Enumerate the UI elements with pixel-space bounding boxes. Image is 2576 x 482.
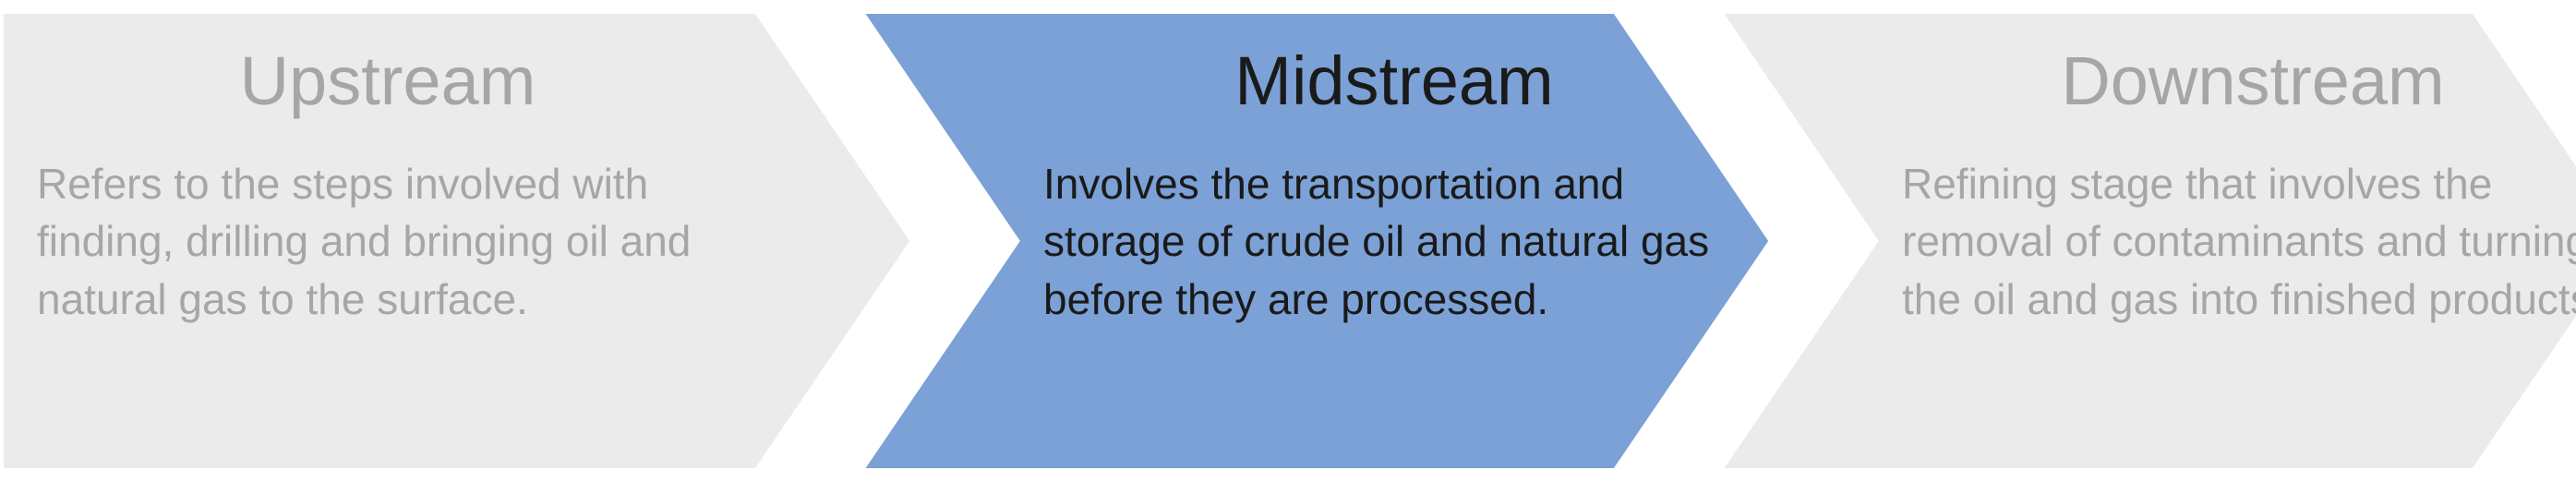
chevron-title-downstream: Downstream xyxy=(1902,43,2576,118)
chevron-desc-upstream: Refers to the steps involved with findin… xyxy=(37,155,739,327)
process-flow-diagram: Upstream Refers to the steps involved wit… xyxy=(0,0,2576,482)
chevron-content-upstream: Upstream Refers to the steps involved wit… xyxy=(37,10,739,472)
chevron-desc-downstream: Refining stage that involves the removal… xyxy=(1902,155,2576,327)
chevron-content-midstream: Midstream Involves the transportation and… xyxy=(1043,10,1745,472)
chevron-midstream: Midstream Involves the transportation and… xyxy=(859,10,1773,472)
chevron-content-downstream: Downstream Refining stage that involves t… xyxy=(1902,10,2576,472)
chevron-title-midstream: Midstream xyxy=(1043,43,1745,118)
chevron-upstream: Upstream Refers to the steps involved wit… xyxy=(0,10,914,472)
chevron-desc-midstream: Involves the transportation and storage … xyxy=(1043,155,1745,327)
chevron-title-upstream: Upstream xyxy=(37,43,739,118)
chevron-downstream: Downstream Refining stage that involves t… xyxy=(1717,10,2576,472)
